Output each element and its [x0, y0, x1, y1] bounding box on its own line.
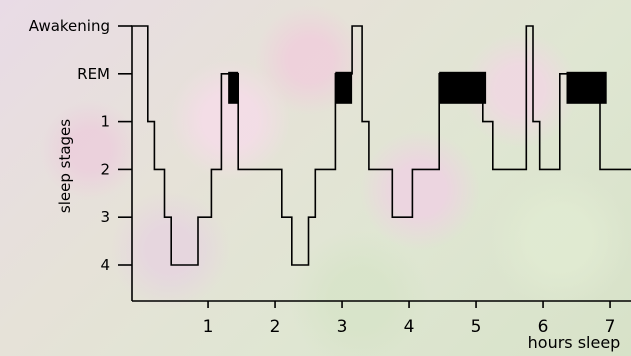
x-axis-label: hours sleep [528, 333, 621, 352]
x-tick-label: 1 [203, 317, 214, 337]
rem-blocks [228, 71, 607, 104]
x-tick-label: 5 [471, 317, 482, 337]
y-ticks: Awakening REM 1 2 3 4 [29, 17, 132, 274]
x-tick-label: 6 [538, 317, 549, 337]
y-tick-label: REM [77, 65, 110, 83]
y-tick-label: 2 [100, 160, 110, 178]
rem-block-1 [228, 71, 239, 104]
hypnogram-line [131, 25, 631, 266]
y-tick-label: 4 [100, 256, 110, 274]
rem-block-3 [439, 71, 487, 104]
x-tick-label: 7 [605, 317, 616, 337]
y-tick-label: 1 [100, 113, 110, 131]
y-tick-label: Awakening [29, 17, 110, 35]
rem-block-2 [335, 71, 353, 104]
x-tick-label: 3 [337, 317, 348, 337]
x-tick-label: 4 [404, 317, 415, 337]
x-tick-label: 2 [270, 317, 281, 337]
x-ticks: 1 2 3 4 5 6 7 [203, 301, 616, 337]
y-tick-label: 3 [100, 208, 110, 226]
y-axis-label: sleep stages [56, 119, 74, 213]
